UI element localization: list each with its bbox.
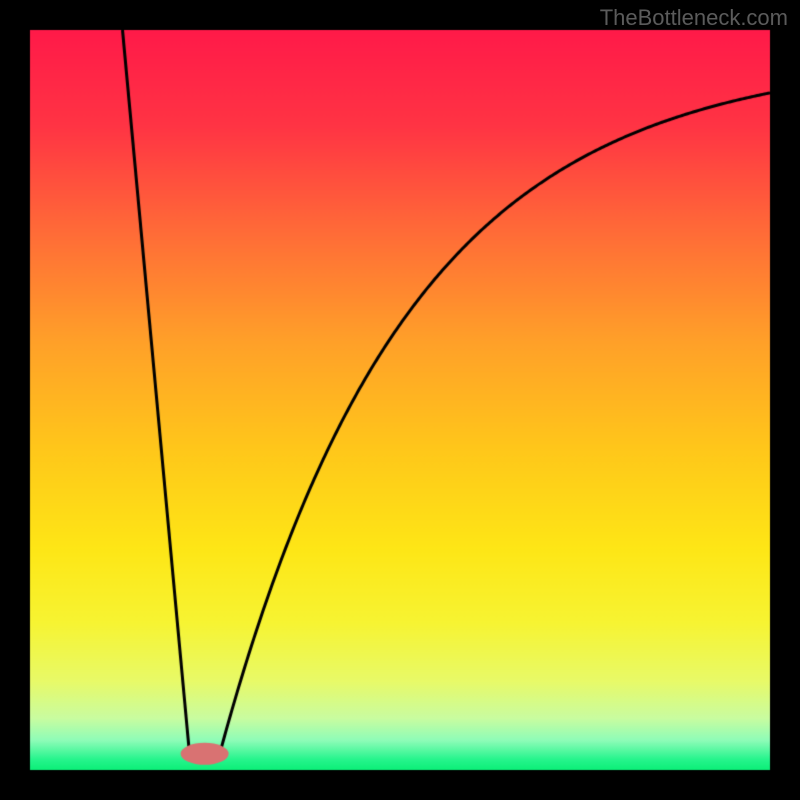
watermark-text: TheBottleneck.com xyxy=(600,5,788,31)
bottleneck-chart xyxy=(0,0,800,800)
chart-container: TheBottleneck.com xyxy=(0,0,800,800)
